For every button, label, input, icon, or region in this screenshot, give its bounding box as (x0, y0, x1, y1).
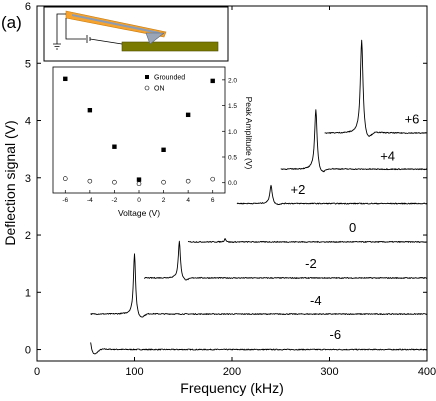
x-tick-label: 300 (320, 366, 338, 378)
inset-y-tick-label: 1.0 (228, 129, 237, 136)
inset-y-tick-label: 0.5 (228, 155, 237, 162)
inset-x-tick-label: 4 (186, 197, 190, 204)
inset-x-tick-label: 0 (137, 197, 141, 204)
legend-label-grounded: Grounded (154, 75, 185, 82)
cantilever-tip (145, 32, 165, 45)
inset-frame (52, 66, 226, 194)
point-on (210, 176, 216, 182)
y-tick-label: 4 (25, 116, 31, 128)
cantilever-coating (72, 14, 160, 34)
curve--2 (144, 240, 428, 281)
y-tick-label: 1 (25, 287, 31, 299)
inset-x-tick-label: 6 (211, 197, 215, 204)
legend-marker-on (144, 85, 150, 91)
curve-label: +2 (291, 182, 306, 197)
curve-label: +4 (380, 149, 395, 164)
curve-0 (187, 238, 428, 244)
point-on (87, 178, 93, 184)
y-tick-label: 0 (25, 345, 31, 357)
x-tick-label: 400 (418, 366, 436, 378)
wire-sample (89, 38, 123, 45)
y-axis-title: Deflection signal (V) (2, 120, 18, 245)
wire-ground (56, 13, 66, 44)
inset-y-axis-title: Peak Amplitude (V) (244, 97, 254, 170)
inset-x-tick-label: -4 (87, 197, 93, 204)
curve-label: 0 (349, 220, 356, 235)
cantilever-schematic (43, 6, 229, 62)
ground-symbol (53, 43, 61, 50)
point-grounded (112, 144, 117, 149)
inset-x-tick-label: -6 (62, 197, 68, 204)
curve-+2 (236, 184, 428, 206)
y-tick-label: 2 (25, 230, 31, 242)
point-grounded (161, 147, 166, 152)
wire-source (65, 18, 86, 40)
point-grounded (63, 76, 68, 82)
curve--6 (90, 342, 428, 355)
curve-label: -4 (310, 293, 322, 308)
x-tick-label: 100 (125, 366, 143, 378)
point-grounded (136, 177, 142, 182)
curve-label: +6 (405, 111, 420, 126)
point-on (185, 178, 191, 184)
point-grounded (185, 112, 191, 118)
y-tick-label: 6 (25, 1, 31, 13)
point-grounded (87, 108, 93, 113)
inset-x-tick-label: -2 (112, 197, 118, 204)
inset-axis-ticks: -6 -4 -2 0 2 4 6 0.0 0.5 1.0 1.5 2.0 (62, 77, 237, 204)
legend-marker-grounded (145, 75, 149, 79)
curve-+4 (280, 109, 428, 173)
inset-points (62, 76, 216, 187)
y-tick-label: 5 (25, 58, 31, 70)
inset-y-tick-label: 1.5 (228, 103, 237, 110)
x-tick-label: 200 (223, 366, 241, 378)
panel-label: (a) (1, 13, 22, 32)
inset-x-tick-label: 2 (162, 197, 166, 204)
sample-surface (121, 41, 219, 52)
curve--4 (90, 253, 428, 318)
point-on (62, 176, 68, 181)
legend-label-on: ON (154, 86, 165, 93)
inset-x-axis-title: Voltage (V) (118, 208, 160, 218)
curve-label: -6 (330, 327, 342, 342)
curve-label: -2 (305, 256, 317, 271)
y-tick-label: 3 (25, 173, 31, 185)
amplitude-inset: -6 -4 -2 0 2 4 6 0.0 0.5 1.0 1.5 2.0 Grounded ON Vo… (52, 66, 254, 218)
inset-y-tick-label: 2.0 (228, 77, 237, 84)
x-axis-title: Frequency (kHz) (180, 380, 283, 396)
curve-+6 (324, 39, 428, 137)
point-grounded (210, 78, 215, 84)
main-curves (90, 39, 428, 355)
inset-y-tick-label: 0.0 (228, 180, 237, 187)
point-on (136, 181, 142, 187)
x-tick-label: 0 (34, 366, 40, 378)
main-curve-labels: -6 -4 -2 0 +2 +4 +6 (291, 111, 420, 342)
point-on (112, 179, 117, 185)
point-on (161, 179, 166, 185)
